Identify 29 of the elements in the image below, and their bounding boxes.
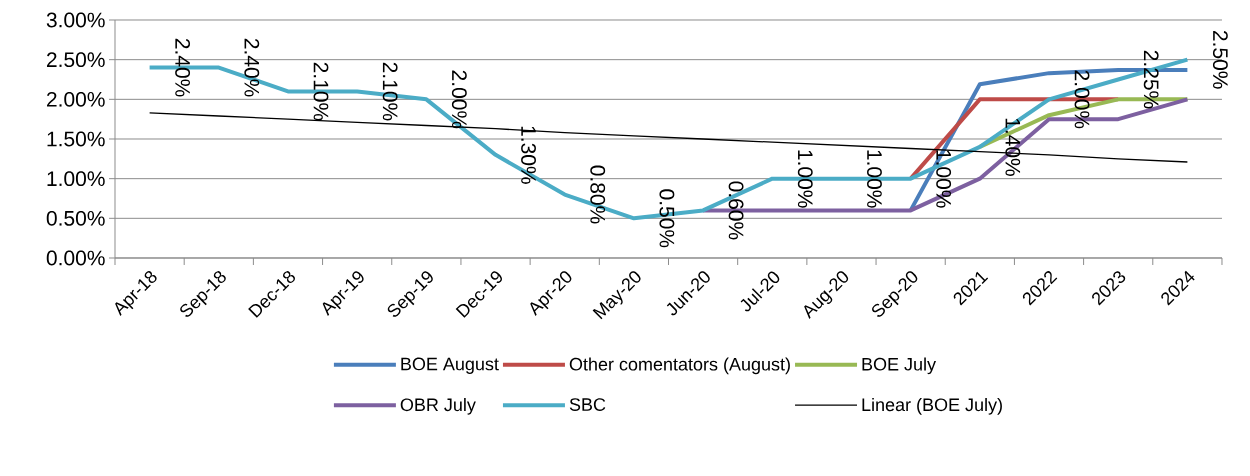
data-label: 1.00% bbox=[797, 150, 813, 208]
data-label: 2.40% bbox=[175, 38, 191, 97]
data-label: 1.00% bbox=[867, 150, 882, 208]
data-label: 2.00% bbox=[1074, 70, 1090, 129]
data-label: 2.10% bbox=[382, 62, 398, 121]
y-tick-label: 1.50% bbox=[47, 131, 105, 147]
data-label: 2.50% bbox=[1212, 30, 1228, 89]
data-label: 2.25% bbox=[1143, 50, 1159, 109]
y-tick-label: 3.00% bbox=[46, 12, 105, 28]
y-tick-label: 0.00% bbox=[46, 250, 105, 266]
y-tick-label: 2.50% bbox=[46, 52, 105, 68]
y-tick-label: 2.00% bbox=[46, 91, 105, 107]
y-tick-label: 1.00% bbox=[47, 171, 105, 187]
data-label: 0.80% bbox=[590, 165, 606, 224]
legend-label: BOE August bbox=[401, 357, 499, 374]
y-tick-label: 0.50% bbox=[46, 210, 105, 226]
legend-label: Other comentators (August) bbox=[569, 357, 790, 375]
data-label: 1.30% bbox=[521, 126, 536, 184]
data-label: 0.50% bbox=[659, 189, 675, 248]
data-label: 2.40% bbox=[244, 38, 260, 97]
data-label: 1.40% bbox=[1005, 118, 1021, 176]
data-label: 0.60% bbox=[728, 181, 744, 240]
legend-label: Linear (BOE July) bbox=[862, 397, 1002, 415]
data-label: 2.00% bbox=[451, 70, 467, 129]
data-label: 2.10% bbox=[313, 62, 329, 121]
data-label: 1.00% bbox=[936, 150, 952, 208]
legend-label: OBR July bbox=[400, 397, 476, 415]
legend-label: SBC bbox=[569, 398, 606, 411]
legend-label: BOE July bbox=[862, 357, 937, 375]
